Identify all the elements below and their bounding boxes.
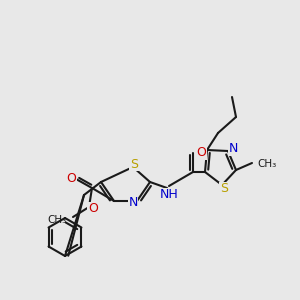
- Text: N: N: [128, 196, 138, 209]
- Text: CH₃: CH₃: [48, 215, 67, 225]
- Text: O: O: [196, 146, 206, 160]
- Text: O: O: [66, 172, 76, 184]
- Text: S: S: [130, 158, 138, 170]
- Text: CH₃: CH₃: [257, 159, 276, 169]
- Text: S: S: [220, 182, 228, 196]
- Text: NH: NH: [160, 188, 178, 202]
- Text: N: N: [228, 142, 238, 155]
- Text: O: O: [88, 202, 98, 215]
